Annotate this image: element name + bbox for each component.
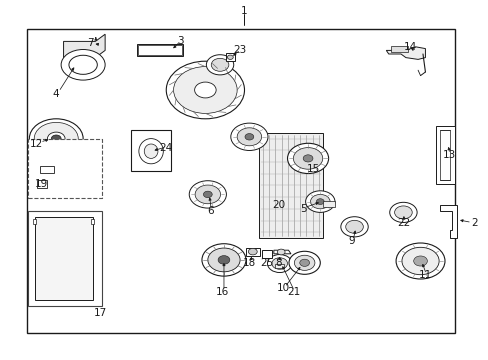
- Circle shape: [203, 191, 212, 198]
- Text: 8: 8: [275, 258, 282, 268]
- Bar: [274, 264, 283, 268]
- Text: 17: 17: [93, 308, 107, 318]
- Circle shape: [47, 132, 65, 145]
- Bar: [35, 217, 93, 300]
- Circle shape: [218, 256, 229, 264]
- Text: 3: 3: [177, 36, 184, 46]
- Text: 10: 10: [277, 283, 289, 293]
- Circle shape: [206, 55, 233, 75]
- Text: 14: 14: [403, 42, 417, 52]
- Text: 1: 1: [241, 6, 247, 16]
- Circle shape: [271, 258, 287, 269]
- Bar: [27, 29, 454, 333]
- Text: 4: 4: [53, 89, 60, 99]
- Text: 7: 7: [87, 38, 94, 48]
- Bar: [322, 201, 334, 207]
- Circle shape: [294, 255, 314, 270]
- Circle shape: [316, 199, 324, 204]
- Bar: [138, 45, 182, 55]
- Text: 20: 20: [272, 200, 285, 210]
- Circle shape: [173, 67, 237, 113]
- Circle shape: [293, 148, 322, 169]
- Text: 11: 11: [418, 270, 431, 280]
- Bar: [37, 180, 47, 188]
- Bar: [33, 219, 36, 224]
- Circle shape: [202, 244, 245, 276]
- Circle shape: [195, 185, 220, 204]
- Text: 15: 15: [305, 164, 319, 174]
- Bar: [28, 211, 102, 306]
- Bar: [225, 53, 234, 61]
- Circle shape: [395, 243, 444, 279]
- Bar: [439, 130, 449, 180]
- Circle shape: [29, 119, 83, 158]
- Text: 21: 21: [286, 287, 300, 297]
- Polygon shape: [63, 34, 105, 58]
- Ellipse shape: [144, 144, 158, 158]
- Circle shape: [51, 135, 61, 142]
- Text: 9: 9: [348, 236, 355, 246]
- Text: 16: 16: [215, 287, 229, 297]
- Bar: [390, 46, 407, 52]
- Circle shape: [345, 220, 363, 233]
- Circle shape: [237, 128, 261, 146]
- Text: 18: 18: [242, 258, 256, 268]
- Circle shape: [305, 191, 334, 212]
- Circle shape: [413, 256, 427, 266]
- Bar: [40, 166, 54, 173]
- Bar: [259, 133, 322, 238]
- Text: 5: 5: [299, 204, 306, 214]
- Text: 23: 23: [232, 45, 246, 55]
- Bar: [28, 139, 102, 198]
- Bar: [131, 130, 171, 171]
- Bar: [91, 219, 94, 224]
- Text: 22: 22: [396, 218, 409, 228]
- Bar: [50, 155, 62, 159]
- Circle shape: [207, 248, 240, 272]
- Circle shape: [299, 259, 309, 266]
- Polygon shape: [439, 205, 456, 238]
- Circle shape: [166, 61, 244, 119]
- Circle shape: [310, 194, 329, 209]
- Polygon shape: [386, 47, 425, 59]
- Text: 13: 13: [442, 150, 456, 160]
- Circle shape: [340, 217, 367, 237]
- Bar: [137, 44, 183, 56]
- Ellipse shape: [61, 49, 105, 80]
- Circle shape: [277, 249, 285, 255]
- Bar: [180, 38, 341, 297]
- Circle shape: [394, 206, 411, 219]
- Circle shape: [303, 155, 312, 162]
- Text: 12: 12: [30, 139, 43, 149]
- Circle shape: [34, 122, 78, 155]
- Ellipse shape: [69, 55, 97, 75]
- Circle shape: [227, 55, 233, 59]
- Circle shape: [248, 248, 257, 255]
- Circle shape: [401, 247, 438, 275]
- Circle shape: [211, 58, 228, 71]
- Polygon shape: [273, 250, 290, 254]
- Text: 24: 24: [159, 143, 173, 153]
- Polygon shape: [435, 126, 454, 184]
- Circle shape: [389, 202, 416, 222]
- Circle shape: [267, 255, 291, 273]
- Bar: [245, 248, 259, 256]
- Ellipse shape: [139, 139, 163, 164]
- Bar: [261, 250, 272, 258]
- Circle shape: [230, 123, 267, 150]
- Text: 6: 6: [206, 206, 213, 216]
- Text: 2: 2: [470, 218, 477, 228]
- Text: 19: 19: [35, 179, 48, 189]
- Text: 25: 25: [259, 258, 273, 268]
- Circle shape: [194, 82, 216, 98]
- Circle shape: [189, 181, 226, 208]
- Circle shape: [287, 143, 328, 174]
- Circle shape: [288, 251, 320, 274]
- Circle shape: [244, 134, 253, 140]
